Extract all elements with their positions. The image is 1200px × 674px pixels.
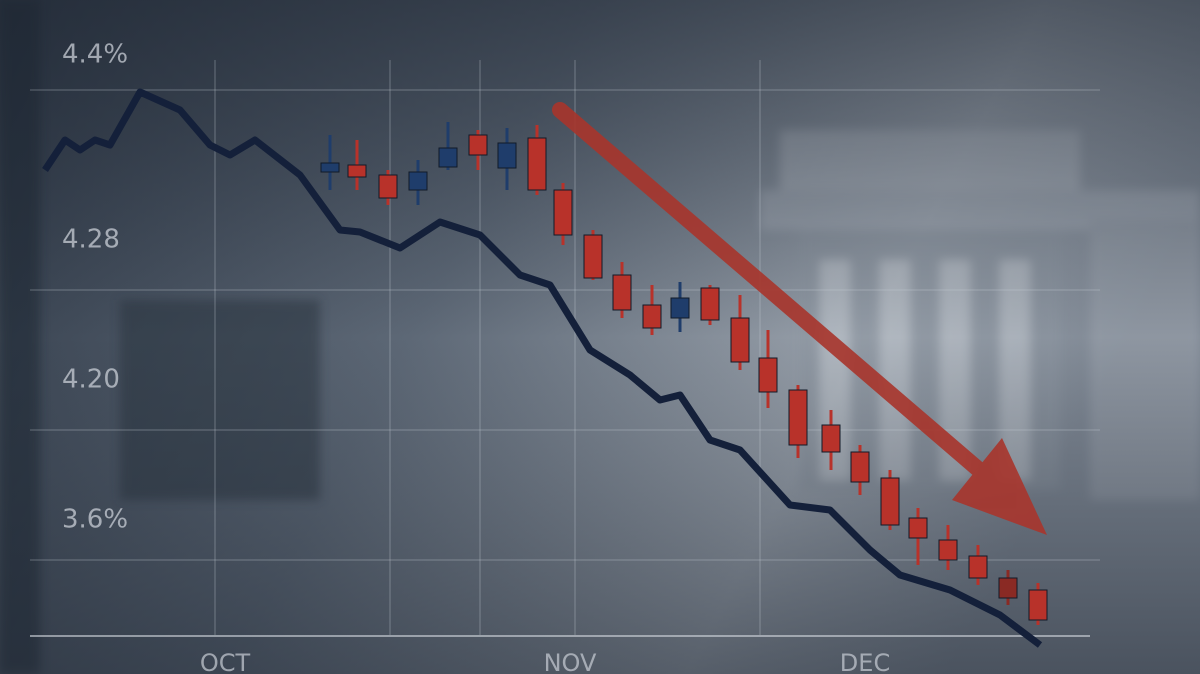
- candle-body: [612, 274, 632, 311]
- trend-line: [42, 88, 1043, 648]
- axis-label: 4.28: [62, 225, 120, 255]
- axis-label: 4.20: [62, 365, 120, 395]
- month-label: NOV: [544, 649, 597, 674]
- candle-body: [642, 304, 662, 329]
- candlesticks: [320, 122, 1048, 625]
- candle-body: [497, 142, 517, 169]
- candle-body: [758, 357, 778, 393]
- candle-body: [408, 171, 428, 191]
- candle-body: [468, 134, 488, 156]
- candle-body: [938, 539, 958, 561]
- month-label: DEC: [840, 649, 890, 674]
- candle-body: [670, 297, 690, 319]
- candle-body: [1028, 589, 1048, 621]
- candle-body: [583, 234, 603, 279]
- candle-body: [527, 137, 547, 191]
- candle-body: [347, 164, 367, 178]
- candle-body: [730, 317, 750, 363]
- candle-body: [700, 287, 720, 321]
- candle-body: [320, 162, 340, 173]
- axis-label: 4.4%: [62, 40, 128, 70]
- candle-body: [788, 389, 808, 446]
- candle-body: [553, 189, 573, 236]
- candle-body: [850, 451, 870, 483]
- month-label: OCT: [200, 649, 251, 674]
- candle-body: [438, 147, 458, 168]
- grid: [30, 60, 1100, 635]
- candle-body: [998, 577, 1018, 599]
- candle-body: [908, 517, 928, 539]
- candle-body: [378, 174, 398, 199]
- down-arrow: [552, 102, 1047, 535]
- candle-body: [821, 424, 841, 453]
- candle-body: [880, 477, 900, 526]
- axis-label: 3.6%: [62, 505, 128, 535]
- candle-body: [968, 555, 988, 579]
